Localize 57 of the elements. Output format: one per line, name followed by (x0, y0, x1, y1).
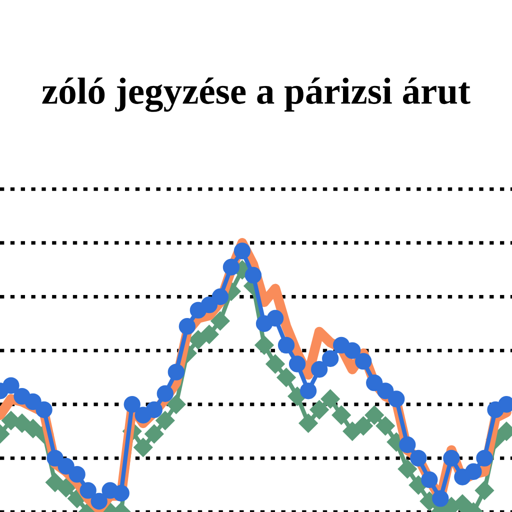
point (266, 354, 285, 374)
point (377, 382, 394, 400)
point (156, 385, 174, 402)
point (443, 450, 460, 467)
point (2, 377, 20, 394)
point (388, 390, 405, 408)
point (266, 310, 284, 327)
point (24, 393, 42, 410)
point (134, 438, 153, 457)
point (200, 296, 218, 314)
point (112, 484, 130, 502)
point (58, 458, 74, 475)
point (244, 266, 262, 284)
point (332, 406, 351, 425)
point (355, 352, 372, 370)
point (124, 396, 140, 413)
point (254, 336, 274, 355)
point (399, 436, 416, 454)
point (344, 342, 361, 359)
point (364, 406, 384, 425)
point (410, 450, 427, 467)
point (476, 450, 493, 467)
point (156, 410, 175, 430)
point (68, 466, 86, 483)
point (222, 258, 240, 276)
point (288, 356, 306, 372)
point (200, 324, 219, 344)
chart-title: zóló jegyzése a párizsi árut (42, 78, 470, 112)
point (146, 401, 162, 418)
point (398, 459, 417, 478)
point (354, 416, 373, 436)
point (310, 361, 328, 378)
point (298, 414, 318, 433)
point (421, 471, 438, 488)
point (80, 482, 96, 499)
point (212, 288, 229, 306)
point (166, 394, 186, 414)
point (56, 478, 76, 498)
point (310, 400, 329, 420)
point (90, 492, 108, 510)
point (474, 480, 494, 500)
point (278, 336, 295, 354)
point (366, 374, 383, 392)
point (276, 368, 296, 387)
point (465, 463, 482, 480)
point (432, 490, 449, 507)
point (144, 424, 164, 444)
point (210, 311, 230, 330)
point (376, 416, 395, 436)
point (234, 242, 251, 260)
point (320, 389, 340, 409)
point (300, 382, 317, 400)
point (46, 450, 64, 467)
point (322, 350, 339, 367)
point (168, 364, 185, 380)
point (36, 401, 52, 418)
point (178, 318, 196, 335)
